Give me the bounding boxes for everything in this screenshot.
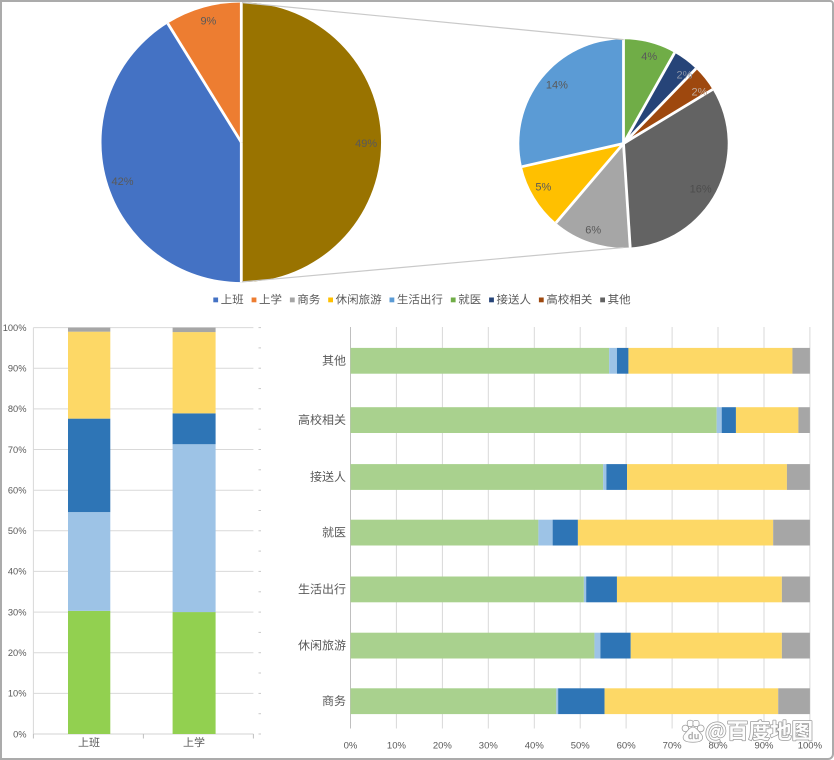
svg-text:60%: 60% bbox=[8, 485, 27, 495]
svg-text:2%: 2% bbox=[677, 70, 693, 82]
svg-text:80%: 80% bbox=[8, 404, 27, 414]
svg-text:16%: 16% bbox=[690, 184, 712, 196]
svg-text:100%: 100% bbox=[798, 740, 823, 751]
svg-text:40%: 40% bbox=[525, 740, 545, 751]
svg-text:6%: 6% bbox=[585, 224, 601, 236]
svg-text:30%: 30% bbox=[8, 607, 27, 617]
svg-text:70%: 70% bbox=[8, 445, 27, 455]
svg-text:50%: 50% bbox=[571, 740, 591, 751]
svg-text:0%: 0% bbox=[13, 729, 26, 739]
svg-text:20%: 20% bbox=[433, 740, 453, 751]
svg-text:2%: 2% bbox=[692, 87, 708, 99]
svg-text:30%: 30% bbox=[479, 740, 499, 751]
svg-text:70%: 70% bbox=[663, 740, 683, 751]
svg-text:90%: 90% bbox=[8, 364, 27, 374]
svg-text:4%: 4% bbox=[641, 51, 657, 63]
svg-text:5%: 5% bbox=[535, 181, 551, 193]
svg-text:14%: 14% bbox=[546, 80, 568, 92]
svg-text:49%: 49% bbox=[355, 138, 377, 150]
svg-text:10%: 10% bbox=[8, 689, 27, 699]
svg-text:60%: 60% bbox=[617, 740, 637, 751]
svg-text:20%: 20% bbox=[8, 648, 27, 658]
svg-text:0%: 0% bbox=[344, 740, 358, 751]
svg-text:50%: 50% bbox=[8, 526, 27, 536]
svg-text:40%: 40% bbox=[8, 567, 27, 577]
svg-text:90%: 90% bbox=[754, 740, 774, 751]
svg-text:42%: 42% bbox=[111, 176, 133, 188]
svg-text:9%: 9% bbox=[200, 16, 216, 28]
svg-text:80%: 80% bbox=[709, 740, 729, 751]
svg-text:100%: 100% bbox=[3, 323, 27, 333]
svg-text:10%: 10% bbox=[387, 740, 407, 751]
